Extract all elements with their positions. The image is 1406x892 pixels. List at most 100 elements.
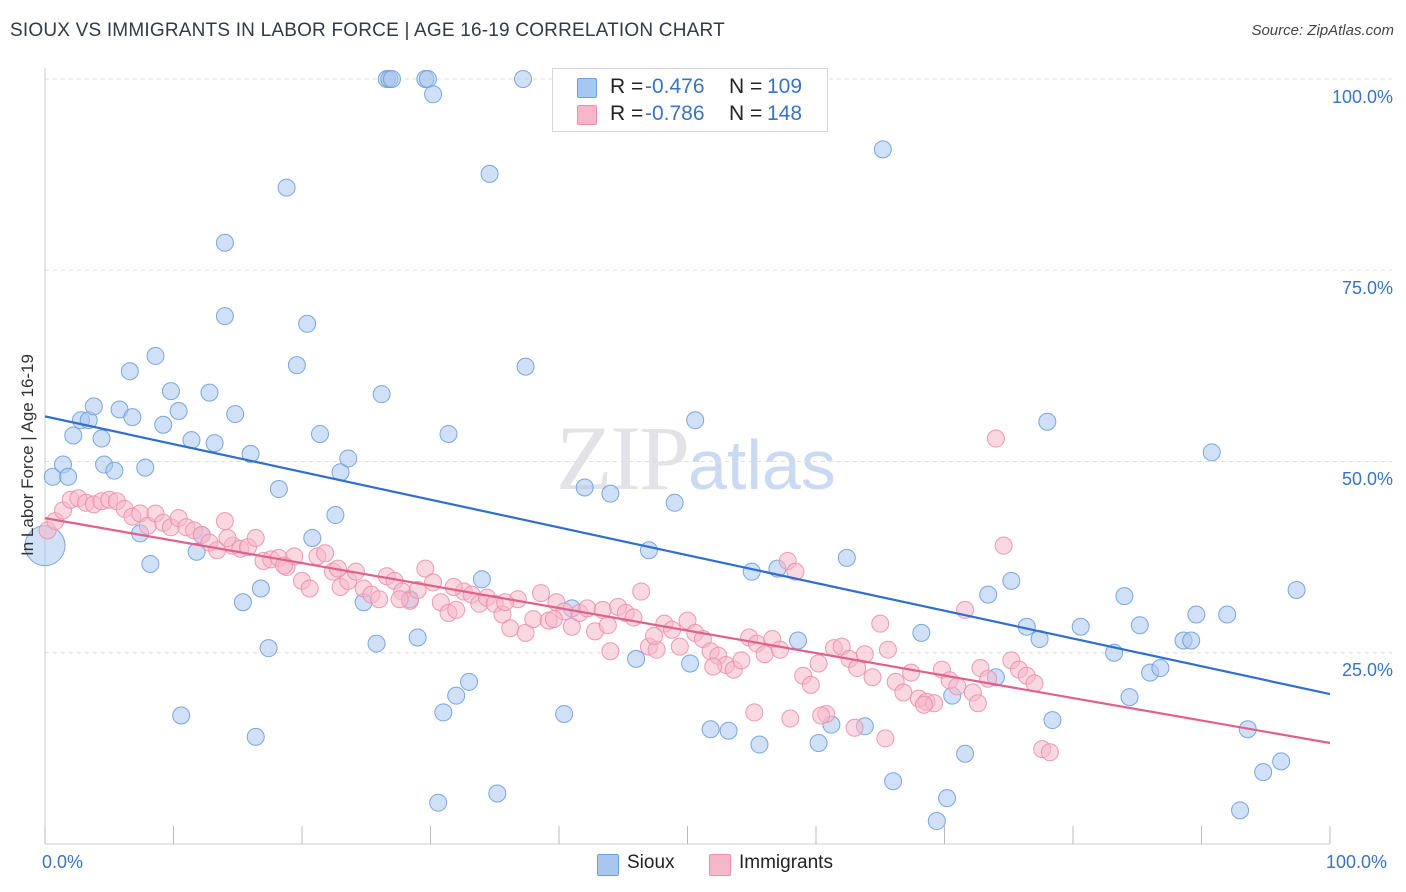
immigrants-point [447,600,466,619]
immigrants-point [809,654,828,673]
sioux-point [298,314,317,333]
sioux-point [979,585,998,604]
immigrants-point [524,610,543,629]
sioux-legend-label: Sioux [627,852,675,873]
r-value: -0.786 [645,102,705,125]
immigrants-point [496,593,515,612]
sioux-point [1002,571,1021,590]
sioux-point [488,784,507,803]
sioux-point [575,478,594,497]
immigrants-point [370,590,389,609]
immigrants-point [532,584,551,603]
source-label: Source: ZipAtlas.com [1251,22,1394,39]
immigrants-point [845,718,864,737]
sioux-point [938,789,957,808]
sioux-point [161,382,180,401]
n-value: 148 [767,102,803,125]
sioux-point [627,649,646,668]
sioux-point [1231,801,1250,820]
sioux-point [1115,587,1134,606]
immigrants-point [390,590,409,609]
immigrants-point [424,573,443,592]
sioux-point [1182,631,1201,650]
watermark-atlas: atlas [688,426,836,504]
immigrants-point [516,623,535,642]
immigrants-point [215,512,234,531]
immigrants-point [501,619,520,638]
sioux-point [172,706,191,725]
immigrants-point [863,668,882,687]
sioux-point [205,434,224,453]
r-label: R = [610,102,644,125]
sioux-point [1071,617,1090,636]
immigrants-point [812,706,831,725]
sioux-point [1218,605,1237,624]
sioux-point [514,70,533,88]
immigrants-point [786,562,805,581]
sioux-point [750,735,769,754]
sioux-point [429,793,448,812]
sioux-point [719,721,738,740]
sioux-point [146,346,165,365]
sioux-point [434,703,453,722]
sioux-point [516,357,535,376]
n-label: N = [729,102,763,125]
x-max-label: 100.0% [1326,852,1388,872]
y-tick-label: 25.0% [1341,660,1393,680]
immigrants-point [316,544,335,563]
sioux-point [303,529,322,547]
immigrants-point [745,703,764,722]
immigrants-point [914,695,933,714]
sioux-point [120,362,139,381]
immigrants-point [894,683,913,702]
sioux-point [639,541,658,560]
sioux-point [789,631,808,650]
sioux-point [215,307,234,326]
sioux-swatch [577,78,597,98]
sioux-point [1151,659,1170,678]
sioux-point [310,424,329,443]
y-tick-label: 75.0% [1341,278,1393,298]
sioux-point [226,405,245,424]
sioux-point [251,579,270,598]
immigrants-point [704,657,723,676]
sioux-point [480,164,499,183]
sioux-point [187,542,206,561]
immigrants-point [544,610,563,629]
sioux-point [372,385,391,404]
sioux-point [105,461,124,480]
y-axis-label: In Labor Force | Age 16-19 [18,354,37,556]
sioux-point [681,654,700,673]
immigrants-point [624,608,643,627]
immigrants-point [902,663,921,682]
sioux-point [1043,711,1062,730]
sioux-point [233,593,252,612]
sioux-point [141,555,160,574]
sioux-point [136,458,155,477]
sioux-point [742,562,761,581]
sioux-point [215,233,234,252]
sioux-point [326,506,345,525]
sioux-point [277,178,296,197]
sioux-point [439,424,458,443]
chart-title: SIOUX VS IMMIGRANTS IN LABOR FORCE | AGE… [10,20,725,41]
immigrants-legend-swatch [709,854,731,876]
immigrants-trend-line [44,517,1331,745]
sioux-point [59,467,78,486]
immigrants-point [781,709,800,728]
sioux-point [460,672,479,691]
sioux-point [408,628,427,647]
sioux-trend-line [44,415,1331,696]
x-min-label: 0.0% [42,852,84,872]
sioux-point [367,634,386,653]
immigrants-point [876,729,895,748]
r-label: R = [610,75,644,98]
immigrants-point [444,577,463,596]
immigrants-point [645,626,664,645]
sioux-point [956,744,975,763]
n-label: N = [729,75,763,98]
sioux-point [1254,763,1273,782]
sioux-point [1202,443,1221,462]
sioux-point [701,720,720,739]
